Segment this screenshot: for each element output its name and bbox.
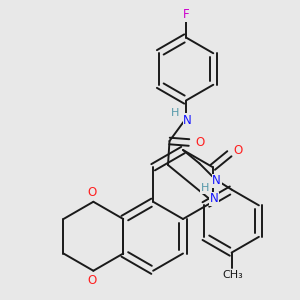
Text: O: O: [196, 136, 205, 149]
Text: N: N: [212, 174, 221, 187]
Text: O: O: [233, 144, 242, 157]
Text: CH₃: CH₃: [223, 270, 244, 280]
Text: F: F: [183, 8, 189, 22]
Text: O: O: [87, 186, 96, 199]
Text: N: N: [210, 192, 219, 205]
Text: N: N: [183, 113, 192, 127]
Text: H: H: [200, 183, 209, 193]
Text: H: H: [170, 108, 179, 118]
Text: O: O: [87, 274, 96, 287]
